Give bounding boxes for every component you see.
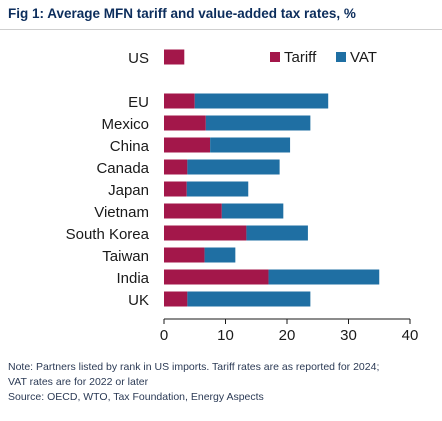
legend-label-vat: VAT: [350, 49, 377, 66]
bar-vat-canada: [187, 159, 280, 175]
x-tick-label-20: 20: [279, 327, 296, 344]
category-label-vietnam: Vietnam: [94, 204, 149, 221]
category-label-mexico: Mexico: [101, 116, 149, 133]
bar-group: [164, 49, 380, 307]
note-line-1: Note: Partners listed by rank in US impo…: [8, 361, 380, 373]
legend-swatch-vat: [336, 52, 346, 62]
category-label-eu: EU: [128, 94, 149, 111]
x-tick-label-40: 40: [402, 327, 419, 344]
bar-vat-south-korea: [246, 225, 308, 241]
x-tick-label-10: 10: [217, 327, 234, 344]
chart-title: Fig 1: Average MFN tariff and value-adde…: [8, 6, 356, 21]
bar-vat-china: [210, 137, 291, 153]
bar-vat-japan: [186, 181, 249, 197]
chart-legend: Tariff VAT: [270, 49, 377, 66]
bar-tariff-japan: [164, 181, 187, 197]
bar-tariff-canada: [164, 159, 188, 175]
bar-tariff-china: [164, 137, 211, 153]
bar-tariff-eu: [164, 93, 195, 109]
category-label-south-korea: South Korea: [66, 226, 150, 243]
category-label-japan: Japan: [108, 182, 149, 199]
note-line-2: VAT rates are for 2022 or later: [8, 376, 149, 388]
bar-tariff-taiwan: [164, 247, 205, 263]
bar-tariff-south-korea: [164, 225, 247, 241]
bar-tariff-india: [164, 269, 269, 285]
category-labels: US EU Mexico China Canada Japan Vietnam South K…: [66, 50, 150, 309]
legend-swatch-tariff: [270, 52, 280, 62]
bar-vat-taiwan: [204, 247, 236, 263]
title-divider: [0, 29, 442, 30]
category-label-taiwan: Taiwan: [102, 248, 149, 265]
bar-vat-vietnam: [221, 203, 284, 219]
chart-footnote: Note: Partners listed by rank in US impo…: [8, 360, 438, 405]
source-line: Source: OECD, WTO, Tax Foundation, Energ…: [8, 391, 264, 403]
x-tick-label-0: 0: [160, 327, 168, 344]
bar-vat-mexico: [205, 115, 311, 131]
category-label-canada: Canada: [96, 160, 149, 177]
legend-label-tariff: Tariff: [284, 49, 317, 66]
bar-tariff-vietnam: [164, 203, 222, 219]
x-tick-label-30: 30: [340, 327, 357, 344]
category-label-uk: UK: [128, 292, 149, 309]
stacked-bar-chart: Tariff VAT US EU Mexico China Canada Japan Viet…: [66, 49, 419, 344]
category-label-us: US: [128, 50, 149, 67]
bar-vat-eu: [194, 93, 329, 109]
bar-tariff-us: [164, 49, 185, 65]
category-label-china: China: [110, 138, 150, 155]
bar-tariff-uk: [164, 291, 188, 307]
bar-tariff-mexico: [164, 115, 206, 131]
category-label-india: India: [116, 270, 149, 287]
x-axis-ticks: 0 10 20 30 40: [160, 319, 419, 344]
bar-vat-india: [268, 269, 380, 285]
bar-vat-uk: [187, 291, 311, 307]
